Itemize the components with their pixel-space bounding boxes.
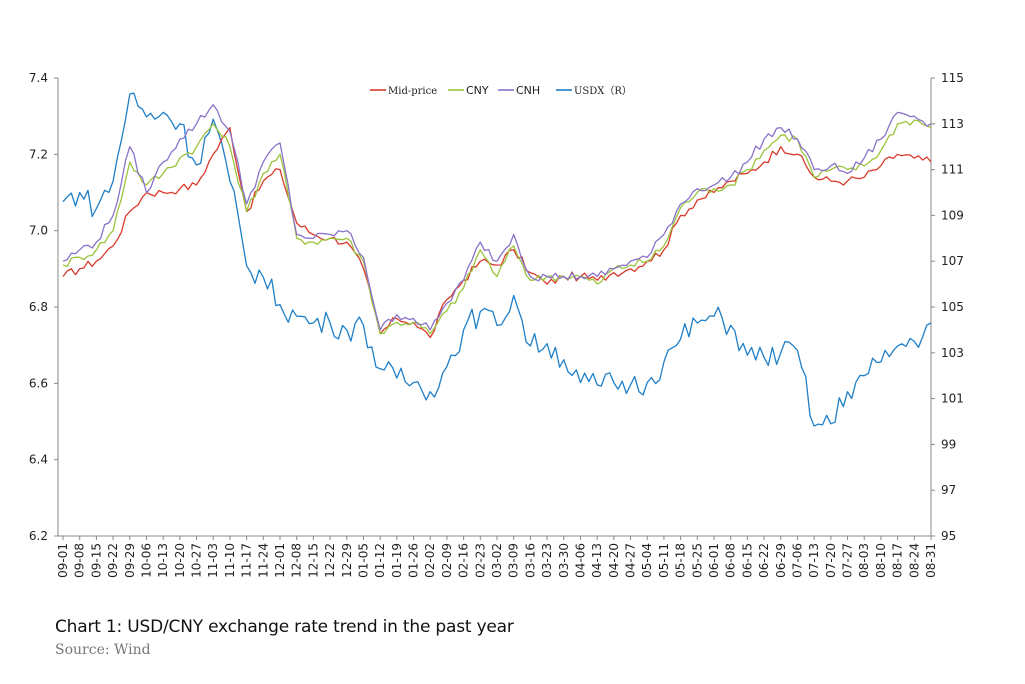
x-tick-label: 10-06 [139,543,153,578]
chart-axes: 7.4 7.2 7.0 6.8 6.6 6.4 6.2 115 113 111 109 107 105 1… [29,71,964,578]
x-tick-label: 04-20 [607,543,621,578]
x-tick-label: 10-27 [190,543,204,578]
x-tick-label: 10-20 [173,543,187,578]
y-right-tick-label: 115 [941,71,964,85]
x-tick-label: 01-26 [407,543,421,578]
x-tick-label: 01-19 [390,543,404,578]
x-tick-label: 03-23 [540,543,554,578]
x-tick-label: 04-13 [590,543,604,578]
x-tick-label: 11-17 [240,543,254,578]
chart-source: Source: Wind [55,642,151,658]
x-tick-label: 06-15 [740,543,754,578]
y-right-tick-label: 109 [941,208,964,222]
x-tick-label: 05-25 [690,543,704,578]
y-right-tick-label: 105 [941,300,964,314]
series-line-cnh [62,104,932,331]
x-tick-label: 12-08 [290,543,304,578]
x-tick-label: 06-08 [724,543,738,578]
y-left-tick-label: 7.2 [29,147,48,161]
y-right-tick-label: 107 [941,254,964,268]
x-tick-label: 03-02 [490,543,504,578]
y-right-tick-label: 95 [941,529,956,543]
x-tick-label: 02-02 [423,543,437,578]
y-left-tick-label: 6.2 [29,529,48,543]
x-tick-label: 05-18 [674,543,688,578]
x-tick-label: 06-22 [757,543,771,578]
y-left-tick-label: 6.4 [29,453,48,467]
chart-series-lines [62,92,932,427]
x-tick-label: 06-01 [707,543,721,578]
x-tick-label: 08-24 [907,543,921,578]
y-right-tick-label: 101 [941,392,964,406]
x-tick-label: 07-06 [790,543,804,578]
x-tick-label: 07-27 [841,543,855,578]
x-tick-label: 09-29 [123,543,137,578]
legend-label: Mid-price [388,86,437,97]
chart-legend: Mid-price CNY CNH USDX（R） [370,84,632,97]
x-tick-label: 11-03 [206,543,220,578]
x-tick-label: 12-01 [273,543,287,578]
legend-label: USDX（R） [574,85,632,97]
y-left-tick-label: 6.6 [29,376,48,390]
x-tick-label: 02-09 [440,543,454,578]
x-tick-label: 04-06 [573,543,587,578]
x-tick-label: 04-27 [624,543,638,578]
x-tick-label: 07-20 [824,543,838,578]
legend-label: CNY [466,84,489,97]
y-left-tick-label: 7.0 [29,224,48,238]
y-right-tick-label: 113 [941,117,964,131]
x-tick-label: 03-16 [523,543,537,578]
y-right-tick-label: 111 [941,163,964,177]
x-tick-label: 06-29 [774,543,788,578]
x-tick-label: 03-09 [507,543,521,578]
series-line-cny [62,119,932,335]
x-tick-label: 05-11 [657,543,671,578]
x-tick-label: 09-01 [56,543,70,578]
x-tick-label: 12-29 [340,543,354,578]
y-right-tick-label: 97 [941,483,956,497]
x-tick-label: 11-10 [223,543,237,578]
y-right-tick-label: 103 [941,346,964,360]
x-tick-label: 08-03 [857,543,871,578]
x-tick-label: 08-10 [874,543,888,578]
x-tick-label: 01-05 [356,543,370,578]
chart-caption: Chart 1: USD/CNY exchange rate trend in … [55,617,514,637]
x-tick-label: 12-15 [306,543,320,578]
series-line-usdx [62,92,932,427]
x-tick-label: 01-12 [373,543,387,578]
series-line-midprice [62,126,932,339]
y-right-tick-label: 99 [941,437,956,451]
x-tick-label: 12-22 [323,543,337,578]
x-tick-label: 09-22 [106,543,120,578]
y-left-tick-label: 6.8 [29,300,48,314]
x-tick-label: 09-08 [73,543,87,578]
x-tick-label: 02-23 [473,543,487,578]
x-tick-label: 08-17 [891,543,905,578]
x-tick-label: 08-31 [924,543,938,578]
x-tick-label: 05-04 [640,543,654,578]
x-tick-label: 10-13 [156,543,170,578]
y-left-tick-label: 7.4 [29,71,48,85]
x-tick-label: 07-13 [807,543,821,578]
x-tick-label: 09-15 [89,543,103,578]
x-tick-label: 11-24 [256,543,270,578]
legend-label: CNH [516,84,540,97]
x-tick-label: 02-16 [457,543,471,578]
x-tick-label: 03-30 [557,543,571,578]
